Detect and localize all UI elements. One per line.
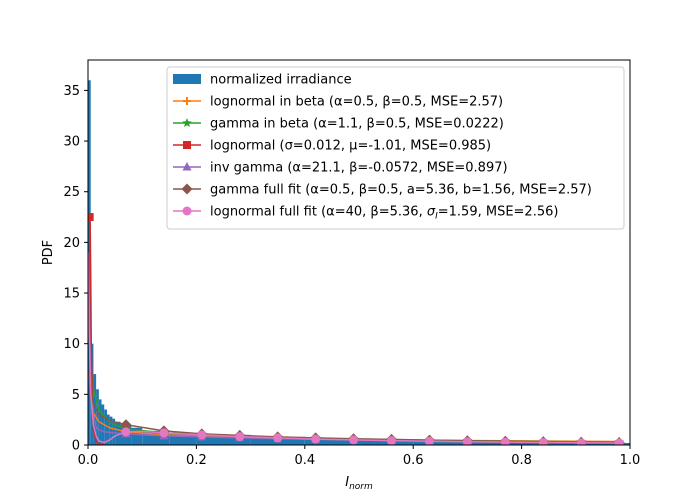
series-point-marker bbox=[183, 97, 191, 105]
y-tick-label: 0 bbox=[72, 439, 80, 454]
y-tick-label: 25 bbox=[63, 185, 80, 200]
series-6 bbox=[88, 252, 624, 445]
histogram-bar bbox=[196, 434, 251, 445]
histogram-bar bbox=[93, 374, 97, 445]
series-point-marker bbox=[121, 427, 131, 437]
histogram-bar bbox=[131, 427, 143, 445]
series-1 bbox=[88, 373, 624, 445]
series-point-marker bbox=[197, 430, 207, 440]
series-point-marker bbox=[500, 437, 510, 445]
y-tick-label: 15 bbox=[63, 287, 80, 302]
series-point-marker bbox=[120, 419, 132, 431]
series-point-marker bbox=[538, 437, 548, 445]
series-point-marker bbox=[387, 436, 397, 445]
x-tick-label: 0.0 bbox=[78, 453, 99, 468]
legend-label: gamma full fit (α=0.5, β=0.5, a=5.36, b=… bbox=[210, 183, 592, 198]
x-tick-label: 0.8 bbox=[511, 453, 532, 468]
histogram-bar bbox=[467, 441, 522, 445]
y-axis: 0 5 10 15 20 25 30 35 bbox=[63, 84, 88, 454]
series-point-marker bbox=[181, 183, 193, 195]
series-point-marker bbox=[614, 438, 624, 445]
y-tick-label: 10 bbox=[63, 337, 80, 352]
histogram-bar bbox=[96, 389, 99, 445]
series-point-marker bbox=[462, 437, 472, 445]
series-point-marker bbox=[182, 118, 192, 128]
legend-label: inv gamma (α=21.1, β=-0.0572, MSE=0.897) bbox=[210, 161, 508, 176]
series-point-marker bbox=[424, 436, 434, 445]
histogram-bar bbox=[104, 409, 107, 445]
y-tick-label: 20 bbox=[63, 236, 80, 251]
histogram-bar bbox=[106, 414, 110, 445]
x-axis-title-subscript: norm bbox=[349, 482, 373, 492]
x-tick-label: 0.4 bbox=[294, 453, 315, 468]
legend-box bbox=[166, 66, 625, 230]
series-line bbox=[88, 373, 620, 444]
legend: normalized irradiance lognormal in beta (… bbox=[166, 66, 625, 230]
y-tick-label: 30 bbox=[63, 135, 80, 150]
legend-label: normalized irradiance bbox=[210, 73, 352, 88]
plot-frame bbox=[87, 59, 631, 446]
legend-label: lognormal (σ=0.012, μ=-1.01, MSE=0.985) bbox=[210, 139, 491, 154]
series-line bbox=[88, 272, 620, 444]
histogram-bar bbox=[413, 440, 468, 445]
x-axis-title-main: I bbox=[345, 475, 349, 490]
series-2 bbox=[88, 293, 624, 445]
series-point-marker bbox=[576, 438, 586, 445]
series-point-marker bbox=[159, 428, 169, 438]
x-tick-label: 1.0 bbox=[620, 453, 641, 468]
legend-label: lognormal in beta (α=0.5, β=0.5, MSE=2.5… bbox=[210, 95, 503, 110]
x-tick-label: 0.6 bbox=[403, 453, 424, 468]
histogram-bar bbox=[88, 80, 91, 445]
histogram-bar bbox=[521, 442, 576, 445]
x-axis: 0.0 0.2 0.4 0.6 0.8 1.0 bbox=[78, 445, 641, 468]
x-tick-label: 0.2 bbox=[186, 453, 207, 468]
series-point-marker bbox=[349, 435, 359, 445]
legend-label: gamma in beta (α=1.1, β=0.5, MSE=0.0222) bbox=[210, 117, 504, 132]
histogram-bar bbox=[304, 438, 359, 445]
y-tick-label: 5 bbox=[72, 388, 80, 403]
histogram-bar bbox=[359, 439, 414, 445]
y-axis-title: PDF bbox=[41, 240, 56, 265]
x-axis-title: Inorm bbox=[345, 475, 373, 492]
series-point-marker bbox=[182, 206, 192, 216]
legend-swatch bbox=[173, 74, 201, 84]
series-point-marker bbox=[183, 141, 191, 149]
series-4 bbox=[88, 272, 624, 445]
series-point-marker bbox=[273, 433, 283, 443]
series-line bbox=[88, 252, 620, 444]
histogram-bar bbox=[109, 416, 113, 445]
series-point-marker bbox=[311, 434, 321, 444]
plot-area bbox=[88, 80, 630, 445]
series-point-marker bbox=[235, 432, 245, 442]
y-tick-label: 35 bbox=[63, 84, 80, 99]
series-point-marker bbox=[182, 162, 192, 171]
histogram-bar bbox=[112, 418, 116, 445]
legend-label: lognormal full fit (α=40, β=5.36, σI=1.5… bbox=[210, 205, 558, 222]
series-line bbox=[88, 293, 620, 443]
series-point-marker bbox=[88, 213, 94, 222]
histogram-bar bbox=[575, 442, 630, 445]
